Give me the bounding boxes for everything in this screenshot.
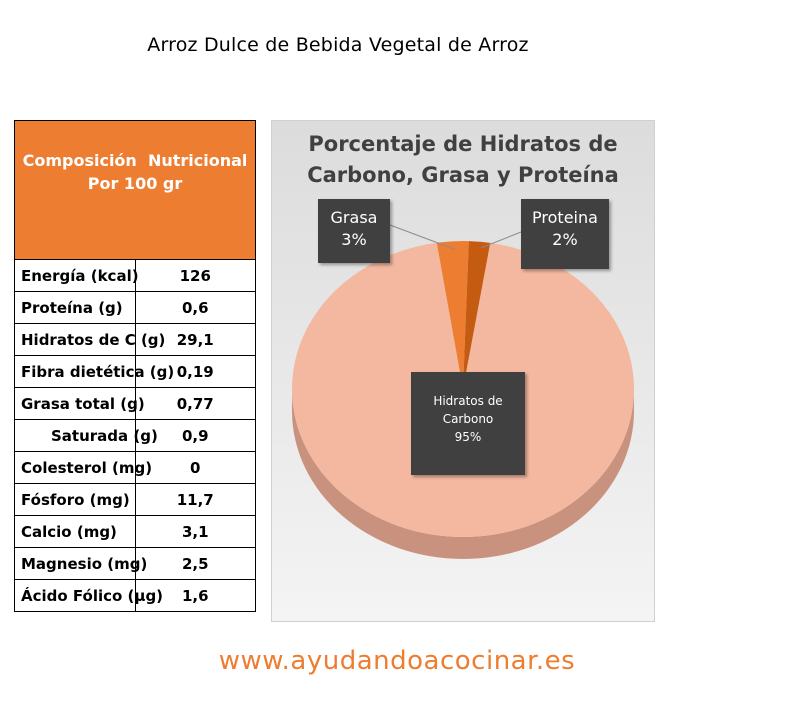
chart-title-line1: Porcentaje de Hidratos de bbox=[308, 132, 618, 156]
data-label-grasa: Grasa 3% bbox=[318, 199, 390, 263]
table-row: Colesterol (mg) 0 bbox=[14, 451, 256, 484]
nutrient-name: Calcio (mg) bbox=[14, 515, 136, 548]
table-row: Energía (kcal) 126 bbox=[14, 259, 256, 292]
nutrient-name: Fibra dietética (g) bbox=[14, 355, 174, 388]
nutrient-name: Hidratos de C (g) bbox=[14, 323, 165, 356]
nutrient-value: 1,6 bbox=[134, 579, 256, 612]
table-row: Hidratos de C (g) 29,1 bbox=[14, 323, 256, 356]
pie-slice-grasa bbox=[436, 241, 469, 389]
leader-line-proteina bbox=[481, 231, 522, 249]
data-label-grasa-percent: 3% bbox=[341, 230, 367, 249]
nutrient-name: Energía (kcal) bbox=[14, 259, 139, 292]
nutrient-value: 0 bbox=[134, 451, 256, 484]
nutrient-name: Grasa total (g) bbox=[14, 387, 145, 420]
nutrient-value: 0,19 bbox=[134, 355, 256, 388]
table-row: Fibra dietética (g) 0,19 bbox=[14, 355, 256, 388]
data-label-grasa-name: Grasa bbox=[330, 208, 378, 227]
nutrient-value: 0,6 bbox=[134, 291, 256, 324]
chart-title-line2: Carbono, Grasa y Proteína bbox=[307, 163, 619, 187]
table-row: Proteína (g) 0,6 bbox=[14, 291, 256, 324]
header-line2: Por 100 gr bbox=[87, 174, 183, 193]
nutrient-name: Ácido Fólico (µg) bbox=[14, 579, 163, 612]
chart-title: Porcentaje de Hidratos de Carbono, Grasa… bbox=[272, 129, 654, 191]
nutrient-value: 126 bbox=[134, 259, 256, 292]
nutrient-value: 29,1 bbox=[134, 323, 256, 356]
table-row: Ácido Fólico (µg) 1,6 bbox=[14, 579, 256, 612]
website-link[interactable]: www.ayudandoacocinar.es bbox=[218, 646, 576, 676]
table-row: Grasa total (g) 0,77 bbox=[14, 387, 256, 420]
table-row: Calcio (mg) 3,1 bbox=[14, 515, 256, 548]
data-label-hidratos: Hidratos de Carbono 95% bbox=[411, 372, 525, 475]
nutrient-value: 3,1 bbox=[134, 515, 256, 548]
data-label-hidratos-name1: Hidratos de bbox=[433, 394, 503, 408]
data-label-proteina-percent: 2% bbox=[552, 230, 578, 249]
pie-slice-proteina bbox=[463, 241, 491, 389]
data-label-proteina: Proteina 2% bbox=[521, 199, 609, 269]
table-row: Fósforo (mg) 11,7 bbox=[14, 483, 256, 516]
nutrient-value: 0,77 bbox=[134, 387, 256, 420]
nutrient-value: 11,7 bbox=[134, 483, 256, 516]
data-label-hidratos-name2: Carbono bbox=[442, 412, 494, 426]
nutrient-name: Saturada (g) bbox=[14, 419, 158, 452]
nutrient-name: Magnesio (mg) bbox=[14, 547, 147, 580]
table-row: Magnesio (mg) 2,5 bbox=[14, 547, 256, 580]
header-line1: Composición Nutricional bbox=[22, 151, 248, 170]
nutrition-table: Composición Nutricional Por 100 gr Energ… bbox=[14, 120, 256, 612]
nutrient-name: Colesterol (mg) bbox=[14, 451, 152, 484]
nutrient-name: Proteína (g) bbox=[14, 291, 136, 324]
pie-chart-panel: Porcentaje de Hidratos de Carbono, Grasa… bbox=[271, 120, 655, 622]
nutrition-table-header: Composición Nutricional Por 100 gr bbox=[14, 120, 256, 260]
page-title: Arroz Dulce de Bebida Vegetal de Arroz bbox=[147, 34, 529, 56]
leader-line-grasa bbox=[389, 224, 455, 250]
nutrient-name: Fósforo (mg) bbox=[14, 483, 136, 516]
nutrient-value: 2,5 bbox=[134, 547, 256, 580]
table-row: Saturada (g) 0,9 bbox=[14, 419, 256, 452]
data-label-hidratos-percent: 95% bbox=[454, 430, 482, 444]
data-label-proteina-name: Proteina bbox=[532, 208, 598, 227]
pie-chart bbox=[292, 224, 634, 559]
